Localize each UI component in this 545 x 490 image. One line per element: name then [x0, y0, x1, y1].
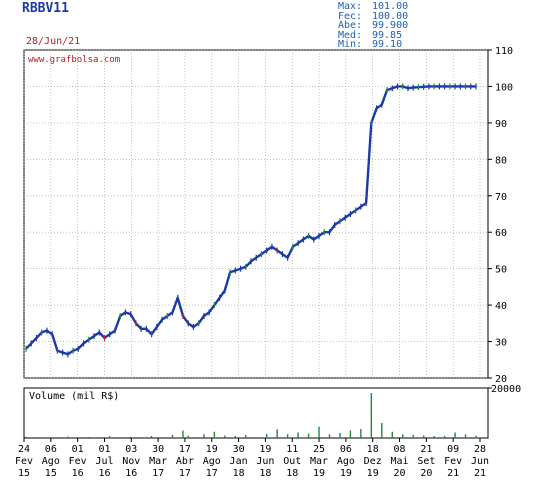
- ticker-symbol: RBBV11: [22, 1, 69, 16]
- price-ytick-label: 70: [495, 192, 507, 203]
- stat-label: Med:: [338, 29, 363, 41]
- stat-value: 99.10: [372, 39, 403, 50]
- xtick-month: Jan: [230, 456, 248, 467]
- xtick-month: Ago: [337, 456, 355, 467]
- xtick-day: 03: [125, 444, 137, 455]
- stat-label: Fec:: [338, 10, 363, 22]
- xtick-month: Mar: [149, 456, 167, 467]
- xtick-year: 17: [179, 468, 191, 479]
- xtick-year: 16: [72, 468, 84, 479]
- quote-date: 28/Jun/21: [26, 36, 81, 47]
- xtick-day: 01: [98, 444, 110, 455]
- stats-panel: Max: 101.00 Fec: 100.00 Abe: 99.900 Med: 99.…: [338, 2, 408, 50]
- xtick-month: Out: [283, 456, 301, 467]
- xtick-year: 20: [394, 468, 406, 479]
- stat-label: Max:: [338, 1, 363, 12]
- xtick-month: Mar: [310, 456, 328, 467]
- xtick-day: 11: [286, 444, 298, 455]
- xtick-year: 17: [206, 468, 218, 479]
- price-ytick-label: 20: [495, 374, 507, 385]
- stat-value: 99.900: [372, 20, 409, 31]
- price-ytick-label: 60: [495, 228, 507, 239]
- xtick-month: Dez: [364, 456, 382, 467]
- price-ytick-label: 40: [495, 301, 507, 312]
- stat-min: Min: 99.10: [338, 40, 408, 50]
- xtick-month: Set: [417, 456, 435, 467]
- xtick-day: 01: [72, 444, 84, 455]
- xtick-month: Ago: [42, 456, 60, 467]
- price-ytick-label: 30: [495, 338, 507, 349]
- stat-value: 99.85: [372, 29, 403, 41]
- xtick-day: 06: [45, 444, 57, 455]
- stat-label: Min:: [338, 39, 363, 50]
- xtick-day: 24: [18, 444, 30, 455]
- xtick-year: 21: [447, 468, 459, 479]
- xtick-day: 21: [420, 444, 432, 455]
- xtick-day: 18: [367, 444, 379, 455]
- stat-avg: Med: 99.85: [338, 29, 408, 41]
- watermark: www.grafbolsa.com: [28, 55, 120, 65]
- xtick-month: Fev: [69, 456, 87, 467]
- price-plot-frame: [23, 49, 489, 379]
- xtick-day: 17: [179, 444, 191, 455]
- volume-plot-frame: [23, 387, 489, 439]
- price-ytick-label: 110: [495, 46, 513, 57]
- xtick-year: 20: [420, 468, 432, 479]
- stat-close: Fec: 100.00: [338, 10, 409, 22]
- stat-value: 101.00: [372, 1, 409, 12]
- xtick-month: Nov: [122, 456, 140, 467]
- price-ytick-label: 80: [495, 155, 507, 166]
- stat-max: Max: 101.00: [338, 2, 408, 12]
- xtick-day: 28: [474, 444, 486, 455]
- xtick-year: 16: [125, 468, 137, 479]
- xtick-month: Mai: [390, 456, 408, 467]
- xtick-year: 18: [259, 468, 271, 479]
- xtick-year: 19: [367, 468, 379, 479]
- price-ytick-label: 50: [495, 265, 507, 276]
- xtick-month: Fev: [15, 456, 33, 467]
- price-ytick-label: 90: [495, 119, 507, 130]
- xtick-year: 15: [45, 468, 57, 479]
- xtick-day: 08: [394, 444, 406, 455]
- xtick-year: 16: [98, 468, 110, 479]
- xtick-year: 17: [152, 468, 164, 479]
- xtick-month: Jul: [95, 456, 113, 467]
- stat-open: Abe: 99.900: [338, 21, 408, 31]
- xtick-month: Ago: [203, 456, 221, 467]
- xtick-year: 19: [340, 468, 352, 479]
- xtick-year: 21: [474, 468, 486, 479]
- xtick-year: 15: [18, 468, 30, 479]
- stat-value: 100.00: [372, 10, 409, 22]
- xtick-month: Fev: [444, 456, 462, 467]
- xtick-month: Jun: [256, 456, 274, 467]
- xtick-year: 18: [233, 468, 245, 479]
- xtick-day: 06: [340, 444, 352, 455]
- xtick-day: 19: [259, 444, 271, 455]
- xtick-day: 25: [313, 444, 325, 455]
- xtick-year: 18: [286, 468, 298, 479]
- xtick-day: 30: [152, 444, 164, 455]
- xtick-month: Abr: [176, 456, 194, 467]
- xtick-day: 09: [447, 444, 459, 455]
- volume-title: Volume (mil R$): [29, 391, 119, 402]
- price-ytick-label: 100: [495, 82, 513, 93]
- xtick-month: Jun: [471, 456, 489, 467]
- xtick-day: 19: [206, 444, 218, 455]
- xtick-year: 19: [313, 468, 325, 479]
- xtick-day: 30: [233, 444, 245, 455]
- stat-label: Abe:: [338, 20, 363, 31]
- volume-ytick-label: 20000: [491, 384, 521, 395]
